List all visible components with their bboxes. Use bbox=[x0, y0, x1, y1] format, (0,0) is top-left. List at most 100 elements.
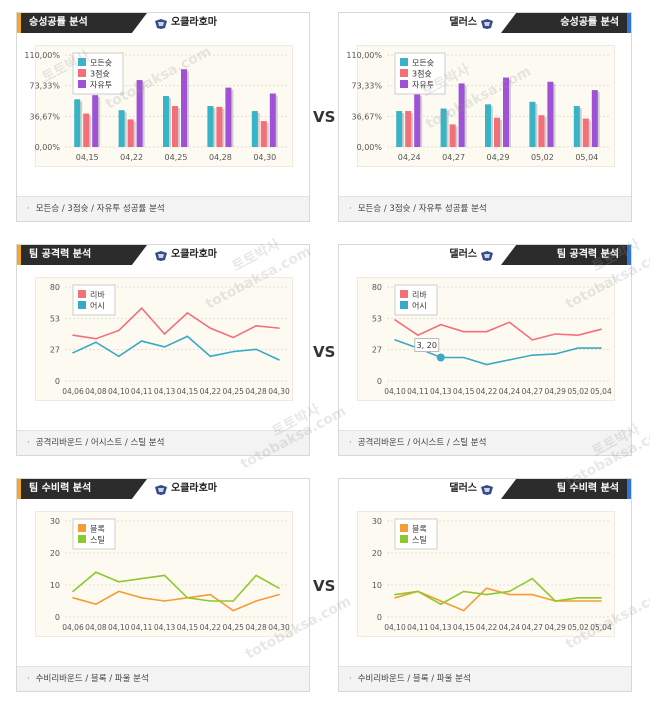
x-tick-label: 04,15 bbox=[453, 387, 475, 396]
series-line-리바 bbox=[394, 319, 602, 341]
x-tick-label: 04,10 bbox=[384, 623, 406, 632]
series-line-스틸 bbox=[72, 571, 280, 602]
offense-panel-dal: 팀 공격력 분석 댈러스 80 53 27 0 04,10 04,11 04,13 04,15 04… bbox=[338, 244, 632, 456]
data-point bbox=[209, 600, 212, 602]
x-tick-label: 04,27 bbox=[442, 153, 465, 162]
x-tick-label: 04,08 bbox=[85, 623, 107, 632]
x-tick-label: 04,11 bbox=[407, 387, 429, 396]
bar-3점슛 bbox=[582, 118, 589, 147]
team-name-label: 댈러스 bbox=[449, 249, 477, 260]
panel-accent bbox=[17, 13, 21, 33]
y-tick-label: 0,00% bbox=[357, 143, 383, 152]
panel-accent bbox=[17, 245, 21, 265]
data-point bbox=[186, 312, 189, 314]
legend-swatch bbox=[78, 80, 86, 88]
defense-panel-okc: 팀 수비력 분석 오클라호마 30 20 10 0 04,06 04,08 04,10 04,11… bbox=[16, 478, 310, 692]
bullet-icon: · bbox=[349, 674, 352, 684]
team-name: 댈러스 bbox=[449, 479, 497, 499]
data-point bbox=[278, 593, 280, 596]
data-point bbox=[600, 600, 602, 602]
footer-label: 모든승 / 3점슛 / 자유투 성공률 분석 bbox=[357, 204, 487, 214]
panel-accent bbox=[627, 13, 631, 33]
y-tick-label: 0 bbox=[377, 377, 382, 386]
data-point bbox=[140, 577, 143, 580]
bullet-icon: · bbox=[27, 674, 30, 684]
data-point bbox=[232, 609, 235, 612]
x-tick-label: 05,02 bbox=[567, 387, 589, 396]
vs-label: VS bbox=[313, 108, 336, 126]
y-tick-label: 53 bbox=[372, 314, 382, 323]
x-tick-label: 04,28 bbox=[209, 153, 232, 162]
x-tick-label: 04,24 bbox=[499, 623, 521, 632]
legend-swatch bbox=[78, 301, 86, 309]
tooltip-marker[interactable] bbox=[436, 353, 445, 362]
data-point bbox=[278, 327, 280, 329]
legend-box bbox=[72, 284, 116, 316]
x-tick-label: 04,06 bbox=[62, 387, 84, 396]
data-point bbox=[255, 600, 257, 602]
data-point bbox=[531, 354, 534, 356]
bar-자유투 bbox=[458, 83, 465, 147]
panel-title: 팀 공격력 분석 bbox=[21, 245, 147, 265]
x-tick-label: 04,25 bbox=[222, 387, 244, 396]
bar-모든슛 bbox=[74, 99, 81, 147]
legend-label: 리바 bbox=[90, 290, 105, 300]
panel-header: 승성공률 분석 오클라호마 bbox=[17, 13, 309, 33]
data-point bbox=[209, 327, 212, 329]
x-tick-label: 05,02 bbox=[567, 623, 589, 632]
bullet-icon: · bbox=[27, 438, 30, 448]
bar-3점슛 bbox=[216, 106, 223, 147]
bar-모든슛 bbox=[396, 111, 403, 147]
data-point bbox=[462, 356, 465, 359]
data-point bbox=[417, 590, 419, 593]
data-point bbox=[394, 593, 396, 596]
team-name-label: 오클라호마 bbox=[171, 249, 217, 260]
bar-3점슛 bbox=[83, 113, 90, 147]
series-line-블록 bbox=[72, 590, 280, 612]
data-point bbox=[439, 603, 442, 605]
footer-label: 수비리바운드 / 블록 / 파울 분석 bbox=[35, 674, 149, 684]
x-tick-label: 05,04 bbox=[590, 387, 612, 396]
team-name: 오클라호마 bbox=[151, 245, 217, 265]
series-line-리바 bbox=[72, 306, 280, 340]
team-name: 댈러스 bbox=[449, 245, 497, 265]
x-tick-label: 04,11 bbox=[407, 623, 429, 632]
panel-title: 승성공률 분석 bbox=[21, 13, 147, 33]
data-point bbox=[117, 355, 120, 358]
data-point bbox=[72, 352, 74, 354]
legend-label: 자유투 bbox=[412, 81, 434, 90]
data-point bbox=[72, 597, 74, 599]
bar-자유투 bbox=[591, 90, 598, 147]
y-tick-label: 73,33% bbox=[351, 82, 382, 91]
y-tick-label: 80 bbox=[372, 283, 382, 292]
vs-label: VS bbox=[313, 343, 336, 361]
footer-label: 모든승 / 3점슛 / 자유투 성공률 분석 bbox=[35, 204, 165, 214]
x-tick-label: 04,28 bbox=[245, 623, 267, 632]
x-tick-label: 04,27 bbox=[522, 387, 544, 396]
team-name: 오클라호마 bbox=[151, 13, 217, 33]
y-tick-label: 27 bbox=[372, 346, 382, 355]
legend-box bbox=[394, 518, 438, 550]
data-point bbox=[163, 574, 166, 577]
bar-3점슛 bbox=[538, 115, 545, 147]
legend-label: 모든슛 bbox=[90, 59, 112, 68]
data-point bbox=[95, 603, 97, 605]
vs-label: VS bbox=[313, 577, 336, 595]
bar-모든슛 bbox=[485, 104, 491, 147]
y-tick-label: 36,67% bbox=[29, 112, 60, 121]
data-point bbox=[600, 597, 602, 599]
bar-자유투 bbox=[503, 77, 509, 147]
data-point bbox=[554, 353, 557, 355]
legend-label: 자유투 bbox=[90, 81, 112, 90]
y-tick-label: 10 bbox=[50, 581, 60, 590]
x-tick-label: 04,13 bbox=[430, 623, 452, 632]
footer-label: 공격리바운드 / 어시스트 / 스틸 분석 bbox=[35, 438, 165, 448]
x-tick-label: 04,15 bbox=[76, 153, 99, 162]
legend-label: 블록 bbox=[412, 524, 427, 534]
y-tick-label: 0 bbox=[377, 613, 382, 622]
team-logo-icon bbox=[154, 483, 168, 495]
chart-svg: 110,00% 73,33% 36,67% 0,00% 04,15 04,22 04,25 0… bbox=[24, 51, 287, 162]
legend-swatch bbox=[78, 69, 86, 77]
data-point bbox=[232, 350, 235, 353]
x-tick-label: 04,13 bbox=[430, 387, 452, 396]
